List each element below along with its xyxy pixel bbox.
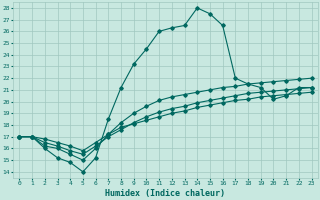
X-axis label: Humidex (Indice chaleur): Humidex (Indice chaleur) [106,189,226,198]
